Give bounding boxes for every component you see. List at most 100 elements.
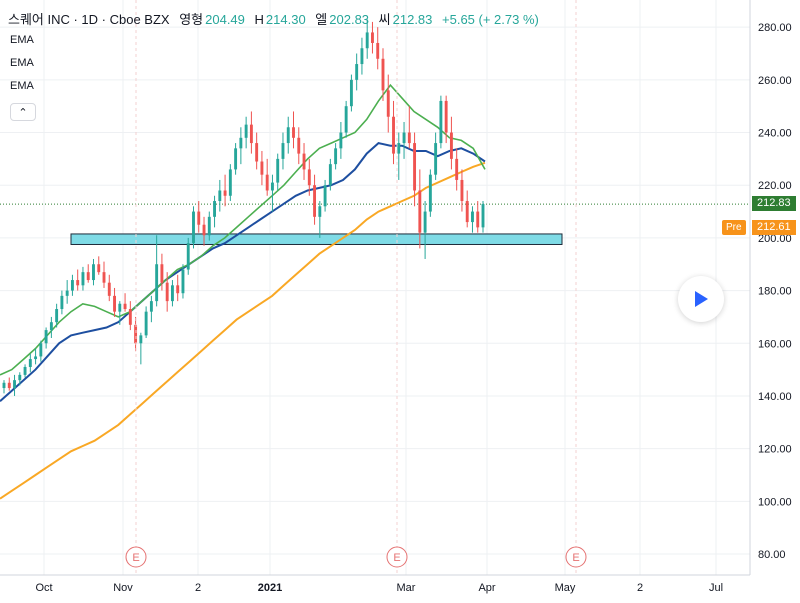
candle-body [476, 211, 480, 228]
pre-market-price-tag: 212.61 [752, 220, 796, 235]
candle-body [376, 42, 380, 59]
candle-body [228, 169, 232, 196]
close-value: 212.83 [392, 12, 433, 27]
high-value: 214.30 [265, 12, 306, 27]
y-tick-label: 180.00 [758, 286, 792, 298]
y-tick-label: 260.00 [758, 75, 792, 87]
candle-body [97, 264, 101, 273]
candle-body [218, 190, 222, 202]
candle-body [244, 124, 248, 138]
candle-body [86, 272, 90, 281]
candle-body [155, 264, 159, 302]
y-tick-label: 200.00 [758, 233, 792, 245]
candle-body [302, 153, 306, 170]
candle-body [471, 211, 474, 223]
ema-mid-line [0, 142, 486, 402]
candle-body [355, 64, 359, 80]
candle-body [323, 185, 327, 207]
candle-body [281, 143, 285, 159]
symbol-header: 스퀘어 INC · 1D · Cboe BZX 영형 204.49 H 214.30… [8, 9, 539, 28]
indicator-ema-2[interactable]: EMA [10, 57, 34, 69]
candle-body [413, 143, 417, 191]
chevron-up-icon: ⌃ [18, 106, 28, 119]
pre-market-badge: Pre [722, 220, 746, 235]
collapse-indicators-button[interactable]: ⌃ [10, 103, 36, 121]
indicator-ema-3[interactable]: EMA [10, 80, 34, 92]
candle-body [160, 264, 164, 283]
candle-body [381, 58, 385, 91]
y-tick-label: 220.00 [758, 180, 792, 192]
candle-body [465, 201, 469, 223]
candle-body [113, 295, 116, 312]
candle-body [202, 224, 206, 236]
candle-body [349, 79, 353, 107]
candle-body [70, 280, 74, 291]
open-value: 204.49 [205, 12, 245, 27]
candle-body [18, 374, 22, 381]
candle-body [249, 124, 253, 144]
candle-body [328, 164, 332, 186]
y-tick-label: 160.00 [758, 338, 792, 350]
ema-slow-line [0, 161, 486, 500]
x-tick-label: May [555, 582, 576, 594]
candle-body [334, 148, 338, 165]
candle-body [292, 127, 295, 138]
candle-body [371, 32, 374, 43]
y-tick-label: 280.00 [758, 22, 792, 34]
candle-body [102, 272, 106, 283]
candle-body [439, 100, 443, 144]
x-tick-label: 2021 [258, 582, 282, 594]
candle-body [49, 322, 53, 331]
candle-body [234, 148, 238, 170]
earnings-marker [125, 546, 147, 568]
candle-body [444, 100, 448, 133]
x-tick-label: Jul [709, 582, 723, 594]
candle-body [107, 282, 111, 296]
close-label: 씨 [378, 12, 391, 27]
candle-body [176, 285, 180, 294]
candle-body [271, 182, 274, 191]
candle-body [2, 382, 6, 389]
candle-body [318, 206, 322, 217]
candle-body [23, 366, 27, 375]
candle-body [7, 382, 11, 389]
candle-body [449, 132, 453, 159]
candle-body [128, 309, 132, 325]
candle-body [418, 190, 422, 233]
x-tick-label: Oct [35, 582, 52, 594]
low-value: 202.83 [329, 12, 370, 27]
earnings-marker-label: E [572, 552, 579, 564]
ema-fast-line [0, 83, 486, 376]
candle-body [407, 132, 411, 144]
candle-body [392, 116, 395, 154]
candle-body [460, 179, 464, 202]
candle-body [207, 216, 211, 236]
symbol-title[interactable]: 스퀘어 INC · 1D · Cboe BZX [8, 12, 170, 27]
x-tick-label: Mar [397, 582, 416, 594]
candle-body [276, 158, 280, 183]
play-button[interactable] [678, 276, 724, 322]
candle-body [134, 324, 138, 344]
x-tick-label: Apr [478, 582, 495, 594]
candle-body [165, 282, 169, 302]
x-tick-label: 2 [195, 582, 201, 594]
candle-body [39, 343, 43, 357]
candle-body [144, 311, 148, 336]
candle-body [76, 280, 80, 286]
y-tick-label: 140.00 [758, 391, 792, 403]
candle-body [428, 174, 432, 212]
indicator-ema-1[interactable]: EMA [10, 34, 34, 46]
y-tick-label: 240.00 [758, 128, 792, 140]
candle-body [139, 335, 143, 344]
earnings-marker [565, 546, 587, 568]
candle-body [297, 137, 301, 154]
candle-body [339, 132, 343, 149]
candle-body [397, 143, 401, 154]
candle-body [34, 356, 38, 360]
candle-body [181, 269, 185, 294]
candle-body [28, 359, 32, 367]
high-label: H [254, 12, 264, 27]
candle-body [286, 127, 290, 144]
